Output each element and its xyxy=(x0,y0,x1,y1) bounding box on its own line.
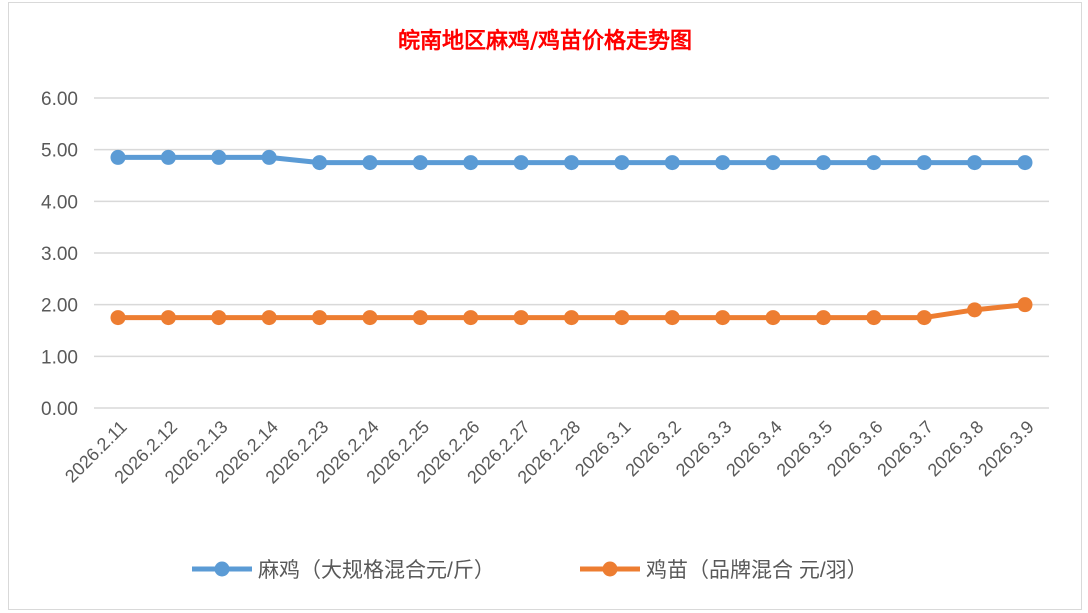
series-1 xyxy=(110,297,1033,326)
legend-marker xyxy=(214,561,230,577)
chart-title: 皖南地区麻鸡/鸡苗价格走势图 xyxy=(398,28,692,54)
legend-label: 鸡苗（品牌混合 元/羽） xyxy=(646,559,868,582)
data-point xyxy=(967,302,983,318)
chart-frame xyxy=(8,2,1082,610)
data-point xyxy=(412,155,428,171)
data-point xyxy=(261,149,277,165)
data-point xyxy=(664,310,680,326)
legend-item: 麻鸡（大规格混合元/斤） xyxy=(192,559,495,582)
data-point xyxy=(513,310,529,326)
data-point xyxy=(412,310,428,326)
series-0 xyxy=(110,149,1033,171)
data-point xyxy=(765,310,781,326)
data-point xyxy=(815,310,831,326)
data-point xyxy=(866,155,882,171)
data-point xyxy=(312,310,328,326)
data-point xyxy=(362,310,378,326)
y-tick-label: 1.00 xyxy=(41,347,78,368)
data-point xyxy=(564,310,579,326)
data-point xyxy=(211,310,227,326)
data-point xyxy=(614,155,630,171)
data-point xyxy=(312,155,328,171)
data-point xyxy=(110,149,126,165)
data-point xyxy=(211,149,227,165)
data-point xyxy=(463,310,479,326)
x-tick-label: 2026.3.9 xyxy=(974,417,1038,481)
data-point xyxy=(513,155,529,171)
data-point xyxy=(110,310,126,326)
data-point xyxy=(1017,297,1033,313)
legend-item: 鸡苗（品牌混合 元/羽） xyxy=(580,559,868,582)
data-point xyxy=(967,155,983,171)
data-point xyxy=(664,155,680,171)
y-tick-label: 5.00 xyxy=(41,141,78,162)
legend-marker xyxy=(602,561,618,577)
y-tick-label: 3.00 xyxy=(41,244,78,265)
data-point xyxy=(815,155,831,171)
y-tick-label: 2.00 xyxy=(41,296,78,317)
data-point xyxy=(916,310,932,326)
data-point xyxy=(160,149,176,165)
data-point xyxy=(715,155,731,171)
data-point xyxy=(1017,155,1033,171)
data-point xyxy=(160,310,176,326)
data-point xyxy=(261,310,277,326)
data-point xyxy=(362,155,378,171)
y-tick-label: 6.00 xyxy=(41,89,78,110)
y-tick-label: 4.00 xyxy=(41,192,78,213)
data-point xyxy=(463,155,479,171)
data-point xyxy=(765,155,781,171)
data-point xyxy=(564,155,579,171)
data-point xyxy=(614,310,630,326)
legend-label: 麻鸡（大规格混合元/斤） xyxy=(258,559,495,582)
y-tick-label: 0.00 xyxy=(41,399,78,420)
data-point xyxy=(866,310,882,326)
data-point xyxy=(715,310,731,326)
data-point xyxy=(916,155,932,171)
